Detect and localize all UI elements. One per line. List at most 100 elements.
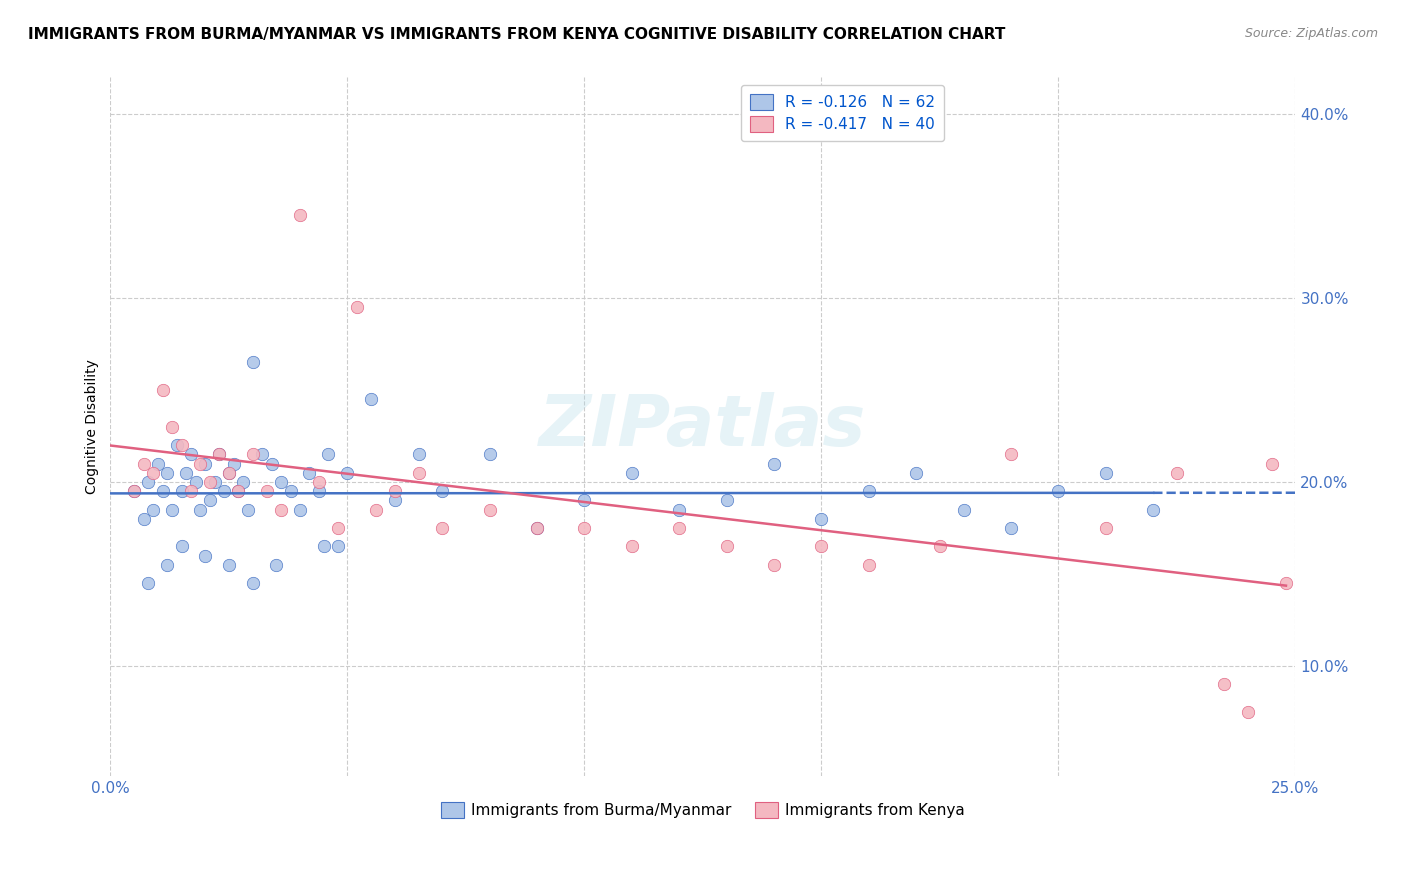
Point [218,558,240,572]
Point [142,502,165,516]
Point [326,539,349,553]
Point [858,484,880,499]
Text: IMMIGRANTS FROM BURMA/MYANMAR VS IMMIGRANTS FROM KENYA COGNITIVE DISABILITY CORR: IMMIGRANTS FROM BURMA/MYANMAR VS IMMIGRA… [28,27,1005,42]
Point [198,475,221,489]
Point [222,457,245,471]
Point [308,475,330,489]
Point [190,502,212,516]
Point [256,484,278,499]
Point [160,502,183,516]
Point [526,521,548,535]
Point [180,484,202,499]
Point [360,392,382,407]
Point [432,484,454,499]
Point [1237,705,1260,719]
Point [242,576,264,591]
Point [198,493,221,508]
Point [478,502,501,516]
Point [620,539,643,553]
Point [478,447,501,461]
Point [346,300,368,314]
Point [136,576,159,591]
Point [232,475,254,489]
Point [574,521,596,535]
Point [228,484,250,499]
Point [364,502,387,516]
Point [194,457,217,471]
Point [242,447,264,461]
Point [260,457,283,471]
Point [716,539,738,553]
Point [184,475,207,489]
Point [180,447,202,461]
Point [308,484,330,499]
Point [1142,502,1164,516]
Point [156,558,179,572]
Point [408,466,430,480]
Point [1095,466,1118,480]
Point [170,484,193,499]
Point [270,475,292,489]
Point [266,558,288,572]
Point [132,512,155,526]
Point [132,457,155,471]
Point [250,447,273,461]
Point [384,493,406,508]
Point [160,419,183,434]
Legend: Immigrants from Burma/Myanmar, Immigrants from Kenya: Immigrants from Burma/Myanmar, Immigrant… [434,797,972,824]
Point [1095,521,1118,535]
Point [190,457,212,471]
Point [668,502,690,516]
Point [952,502,974,516]
Point [1000,521,1022,535]
Point [1047,484,1070,499]
Point [136,475,159,489]
Point [174,466,197,480]
Point [298,466,321,480]
Point [810,539,832,553]
Point [166,438,188,452]
Point [122,484,145,499]
Point [432,521,454,535]
Point [905,466,928,480]
Point [668,521,690,535]
Point [858,558,880,572]
Point [288,502,311,516]
Point [1275,576,1298,591]
Point [1261,457,1284,471]
Point [218,466,240,480]
Point [336,466,359,480]
Point [526,521,548,535]
Point [212,484,235,499]
Point [142,466,165,480]
Text: ZIPatlas: ZIPatlas [540,392,866,461]
Point [122,484,145,499]
Point [156,466,179,480]
Point [218,466,240,480]
Point [716,493,738,508]
Point [929,539,952,553]
Point [763,558,786,572]
Point [318,447,340,461]
Point [204,475,226,489]
Point [152,484,174,499]
Point [170,438,193,452]
Point [326,521,349,535]
Point [170,539,193,553]
Y-axis label: Cognitive Disability: Cognitive Disability [86,359,100,494]
Point [810,512,832,526]
Point [194,549,217,563]
Text: Source: ZipAtlas.com: Source: ZipAtlas.com [1244,27,1378,40]
Point [408,447,430,461]
Point [1000,447,1022,461]
Point [312,539,335,553]
Point [1213,677,1236,691]
Point [280,484,302,499]
Point [152,383,174,397]
Point [763,457,786,471]
Point [270,502,292,516]
Point [208,447,231,461]
Point [574,493,596,508]
Point [1166,466,1188,480]
Point [208,447,231,461]
